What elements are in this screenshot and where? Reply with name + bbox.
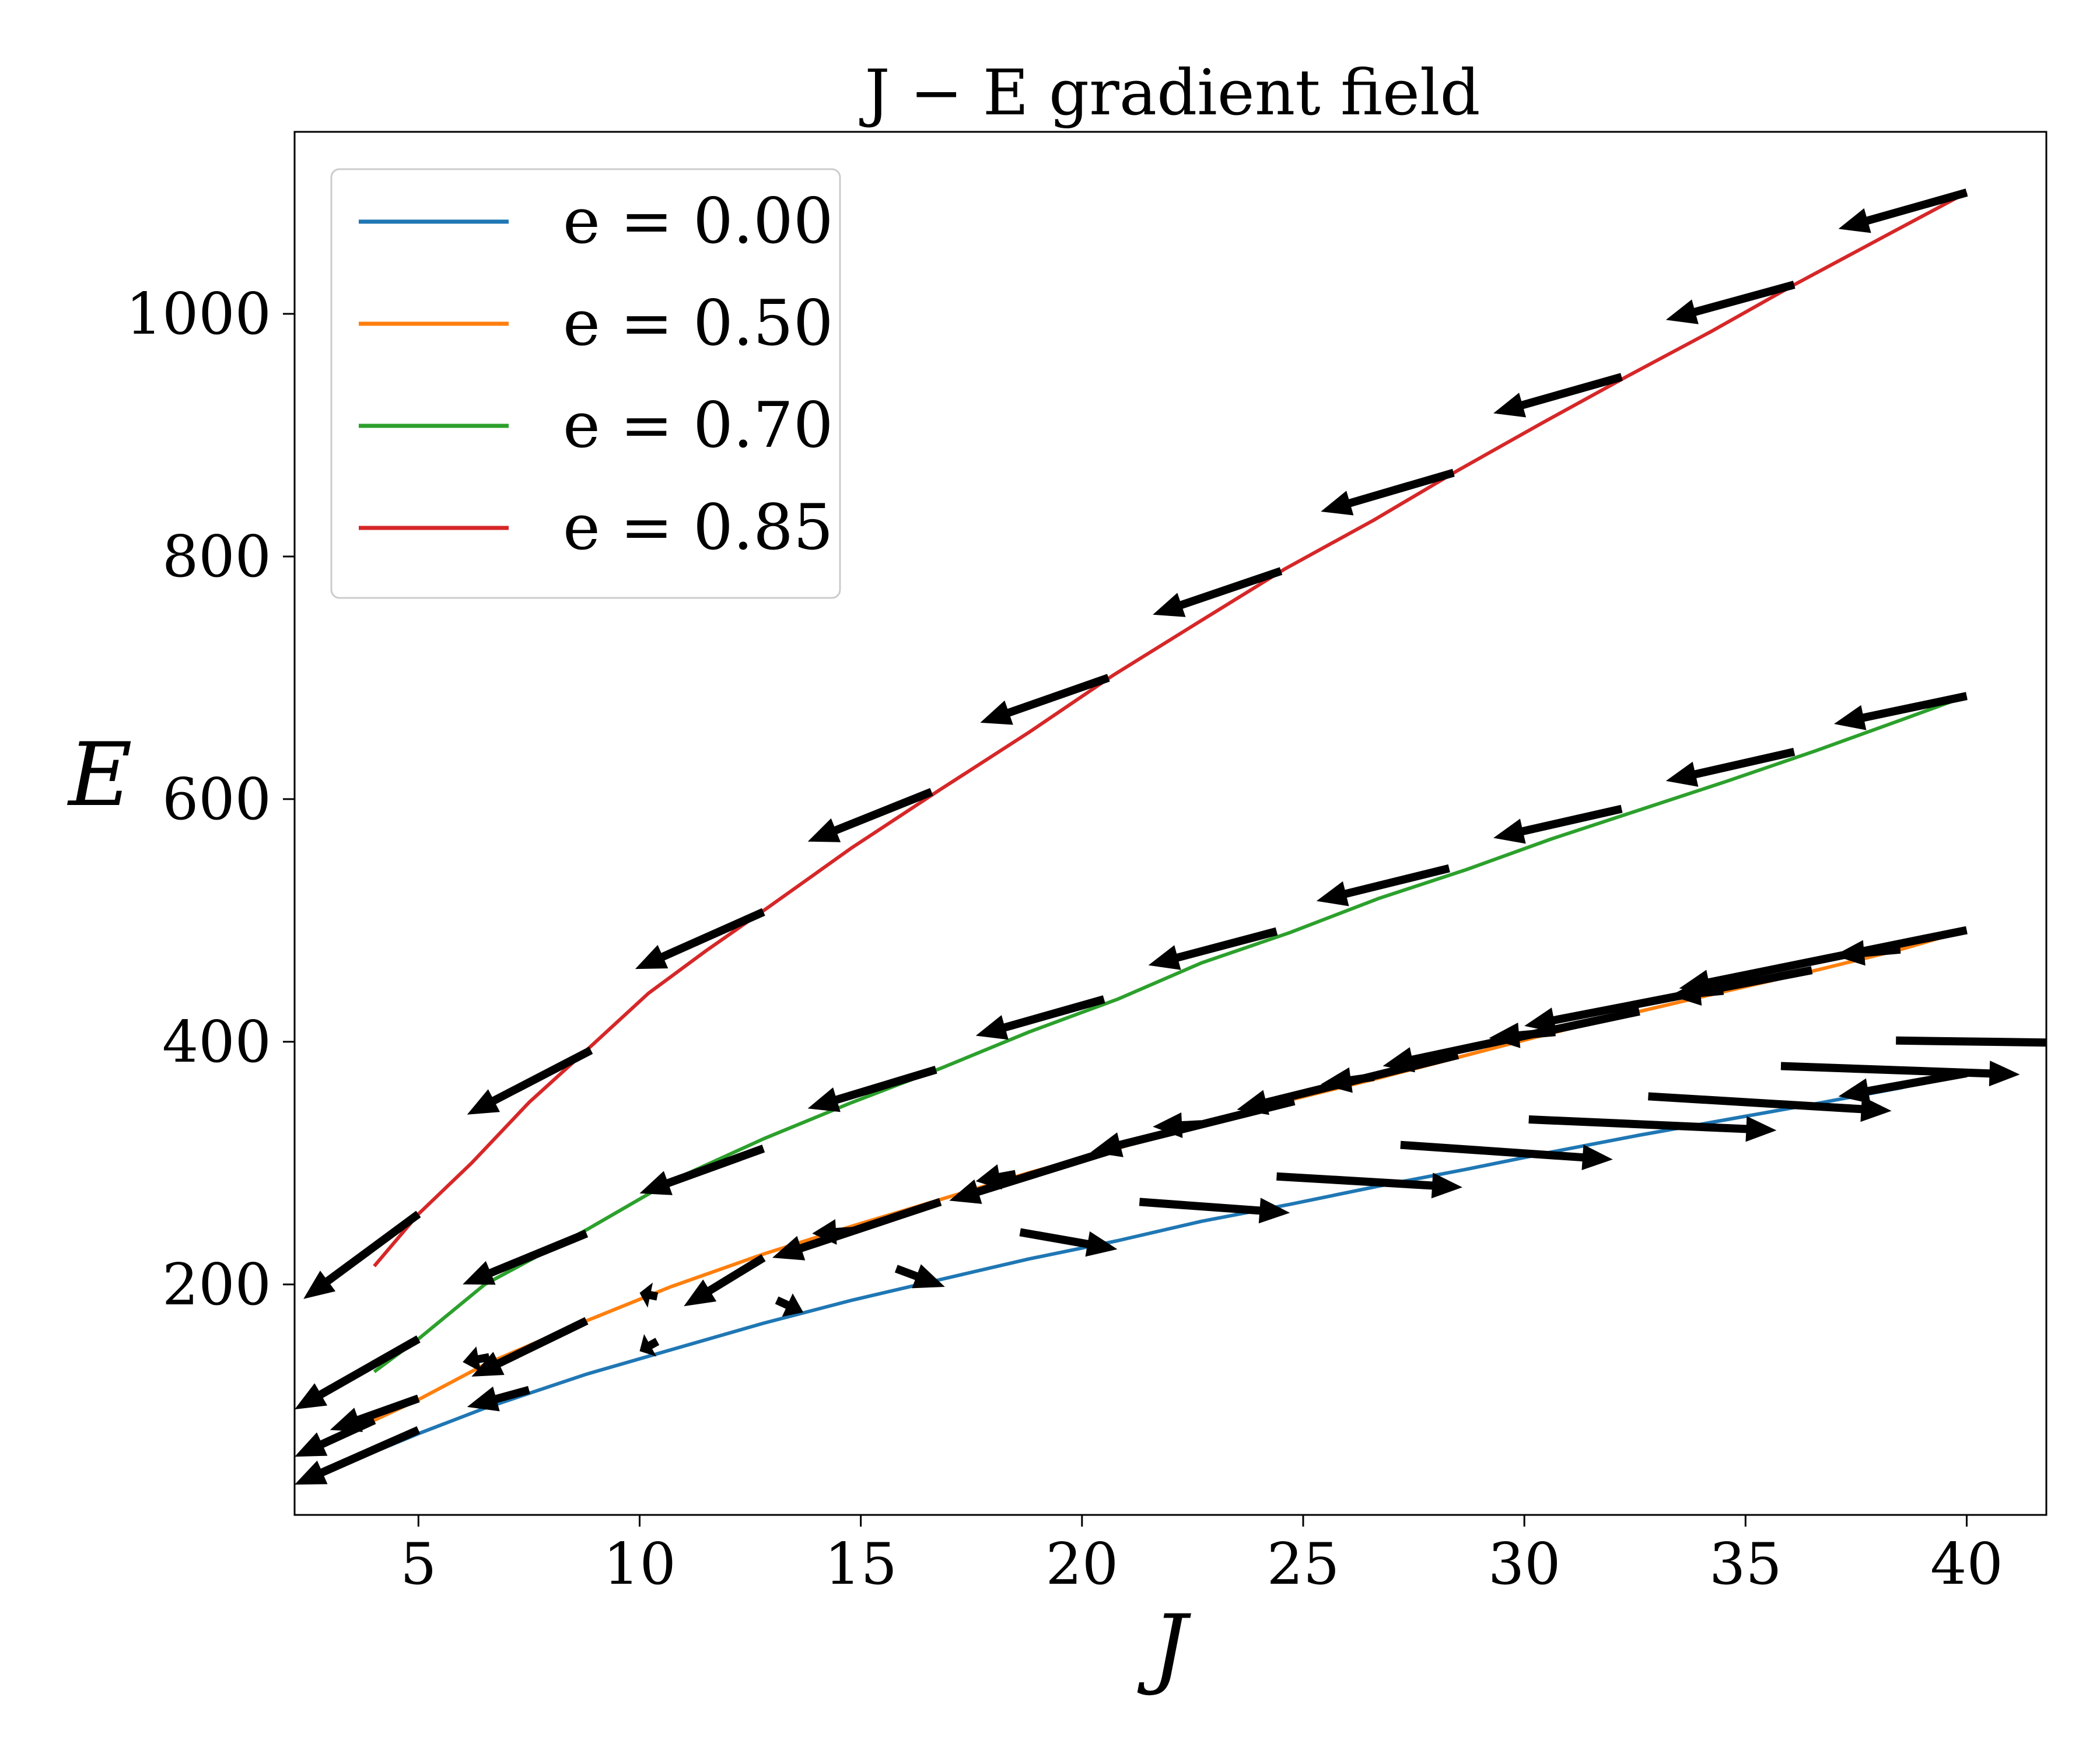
y-tick-label-3: 800 [162, 524, 271, 590]
gradient-arrow-2-7 [1493, 804, 1623, 844]
gradient-arrow-3-1 [467, 1046, 593, 1115]
gradient-arrow-0-5 [1019, 1228, 1118, 1257]
gradient-arrow-1-9 [949, 1146, 1114, 1204]
legend-label-0: e = 0.00 [563, 185, 834, 258]
gradient-arrow-0-6 [1139, 1198, 1290, 1224]
gradient-arrow-0-3 [775, 1293, 804, 1317]
legend-label-2: e = 0.70 [563, 389, 834, 462]
chart-title: J − E gradient field [859, 57, 1480, 130]
gradient-arrow-0-10 [1648, 1092, 1892, 1122]
gradient-arrow-2-3 [807, 1066, 937, 1112]
gradient-arrow-2-5 [1148, 927, 1278, 970]
gradient-arrow-0-11 [1780, 1060, 2020, 1087]
y-tick-label-0: 200 [162, 1252, 271, 1318]
x-tick-label-2: 15 [824, 1531, 897, 1598]
gradient-arrow-1-6 [812, 1219, 852, 1245]
gradient-arrow-0-13 [1838, 1069, 1968, 1104]
gradient-arrow-1-7 [772, 1198, 942, 1261]
gradient-arrow-3-2 [635, 908, 765, 970]
axis-ticks: 5 10 15 20 25 30 35 40 200 400 600 800 1000 [126, 281, 2003, 1598]
gradient-arrow-0-2 [639, 1334, 660, 1357]
x-tick-label-7: 40 [1930, 1531, 2003, 1598]
series-line-2 [373, 694, 1968, 1374]
gradient-arrow-1-17 [1524, 966, 1813, 1033]
gradient-arrow-0-9 [1528, 1115, 1777, 1142]
gradient-arrow-3-6 [1321, 468, 1455, 516]
x-tick-label-0: 5 [400, 1531, 436, 1598]
gradient-arrow-1-11 [1091, 1097, 1296, 1157]
gradient-arrow-1-10 [1153, 1112, 1202, 1138]
gradient-arrow-1-4 [639, 1282, 659, 1308]
series-group [295, 188, 2046, 1485]
gradient-arrow-1-8 [975, 1164, 1017, 1190]
gradient-arrow-1-15 [1382, 1007, 1640, 1073]
gradient-arrow-3-3 [807, 788, 933, 842]
y-tick-label-1: 400 [162, 1009, 271, 1076]
gradient-arrow-0-7 [1276, 1172, 1462, 1199]
gradient-arrow-2-1 [463, 1230, 589, 1285]
x-tick-label-1: 10 [603, 1531, 676, 1598]
legend-label-3: e = 0.85 [563, 491, 834, 564]
x-tick-label-5: 30 [1488, 1531, 1561, 1598]
gradient-arrow-2-8 [1665, 748, 1796, 787]
gradient-arrow-2-0 [295, 1335, 421, 1410]
series-line-0 [373, 1070, 1968, 1454]
gradient-arrow-0-1 [467, 1386, 530, 1412]
gradient-arrow-0-0 [295, 1426, 421, 1485]
legend: e = 0.00 e = 0.50 e = 0.70 e = 0.85 [330, 168, 841, 599]
gradient-arrow-3-0 [303, 1210, 421, 1299]
x-tick-label-6: 35 [1709, 1531, 1782, 1598]
gradient-arrow-2-4 [975, 995, 1105, 1040]
gradient-arrow-2-6 [1316, 864, 1450, 907]
gradient-arrow-0-8 [1400, 1140, 1613, 1170]
x-tick-label-3: 20 [1045, 1531, 1118, 1598]
y-axis-label: E [66, 724, 132, 826]
gradient-arrow-3-9 [1838, 188, 1968, 233]
gradient-arrow-1-3 [471, 1317, 589, 1377]
y-tick-label-2: 600 [162, 766, 271, 833]
y-tick-label-4: 1000 [126, 281, 271, 348]
x-tick-label-4: 25 [1267, 1531, 1340, 1598]
plot-area [295, 188, 2046, 1485]
gradient-arrow-1-19 [1679, 926, 1968, 995]
legend-label-1: e = 0.50 [563, 287, 834, 360]
plot-frame [293, 131, 2048, 1516]
gradient-arrow-3-7 [1493, 373, 1623, 418]
gradient-arrow-3-4 [980, 674, 1110, 725]
gradient-arrow-1-2 [463, 1346, 490, 1372]
legend-box [330, 168, 841, 599]
gradient-arrow-0-12 [1896, 1036, 2046, 1047]
gradient-arrow-2-2 [639, 1144, 765, 1195]
series-line-3 [373, 191, 1968, 1268]
gradient-arrow-1-5 [684, 1254, 766, 1307]
gradient-arrow-1-1 [330, 1394, 420, 1432]
gradient-arrow-3-5 [1153, 567, 1283, 617]
gradient-arrow-0-4 [894, 1264, 945, 1289]
gradient-arrow-2-9 [1834, 692, 1968, 730]
gradient-arrow-3-8 [1665, 281, 1796, 324]
